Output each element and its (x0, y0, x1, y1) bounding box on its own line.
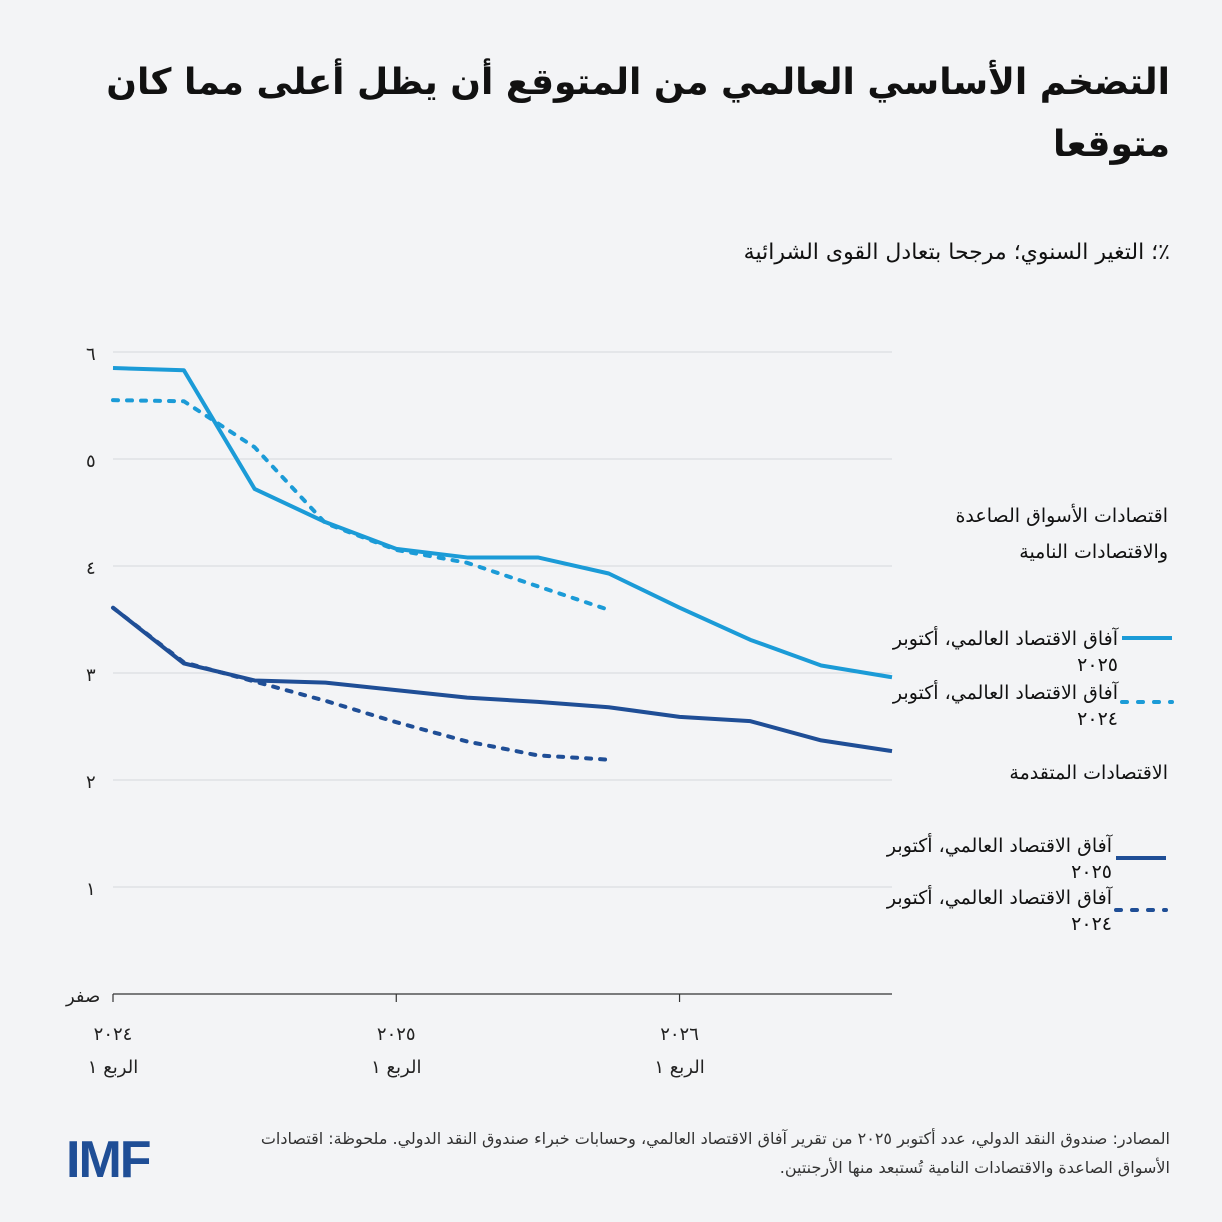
imf-logo: IMF (66, 1131, 152, 1189)
x-tick-year: ٢٠٢٤ (94, 1024, 133, 1045)
x-tick-quarter: الربع ١ (654, 1057, 704, 1078)
series-line-1 (111, 398, 611, 612)
source-note: المصادر: صندوق النقد الدولي، عدد أكتوبر … (260, 1129, 1170, 1177)
legend-group-ae: الاقتصادات المتقدمة (1009, 762, 1168, 784)
y-tick-label: صفر (65, 986, 100, 1007)
chart-title: التضخم الأساسي العالمي من المتوقع أن يظل… (106, 62, 1170, 165)
y-tick-label: ٣ (86, 665, 96, 686)
series-line-2 (111, 606, 893, 754)
x-tick-year: ٢٠٢٥ (377, 1024, 416, 1045)
y-tick-label: ١ (86, 879, 96, 900)
legend-group-emde: اقتصادات الأسواق الصاعدة والاقتصادات الن… (955, 505, 1168, 563)
legend-ae-2025: آفاق الاقتصاد العالمي، أكتوبر ٢٠٢٥ (886, 835, 1112, 883)
series-line-0 (112, 366, 893, 680)
x-tick-quarter: الربع ١ (88, 1057, 138, 1078)
y-tick-label: ٢ (86, 772, 96, 793)
series-line-3 (111, 605, 611, 762)
y-tick-label: ٦ (86, 344, 96, 365)
legend-emde-2024: آفاق الاقتصاد العالمي، أكتوبر ٢٠٢٤ (892, 682, 1118, 730)
chart-subtitle: ٪؛ التغير السنوي؛ مرجحا بتعادل القوى الش… (743, 240, 1170, 265)
y-tick-label: ٥ (86, 451, 96, 472)
x-tick-quarter: الربع ١ (371, 1057, 421, 1078)
y-tick-label: ٤ (86, 558, 96, 579)
legend-ae-2024: آفاق الاقتصاد العالمي، أكتوبر ٢٠٢٤ (886, 887, 1112, 935)
x-tick-year: ٢٠٢٦ (660, 1024, 699, 1045)
legend-emde-2025: آفاق الاقتصاد العالمي، أكتوبر ٢٠٢٥ (892, 628, 1118, 676)
